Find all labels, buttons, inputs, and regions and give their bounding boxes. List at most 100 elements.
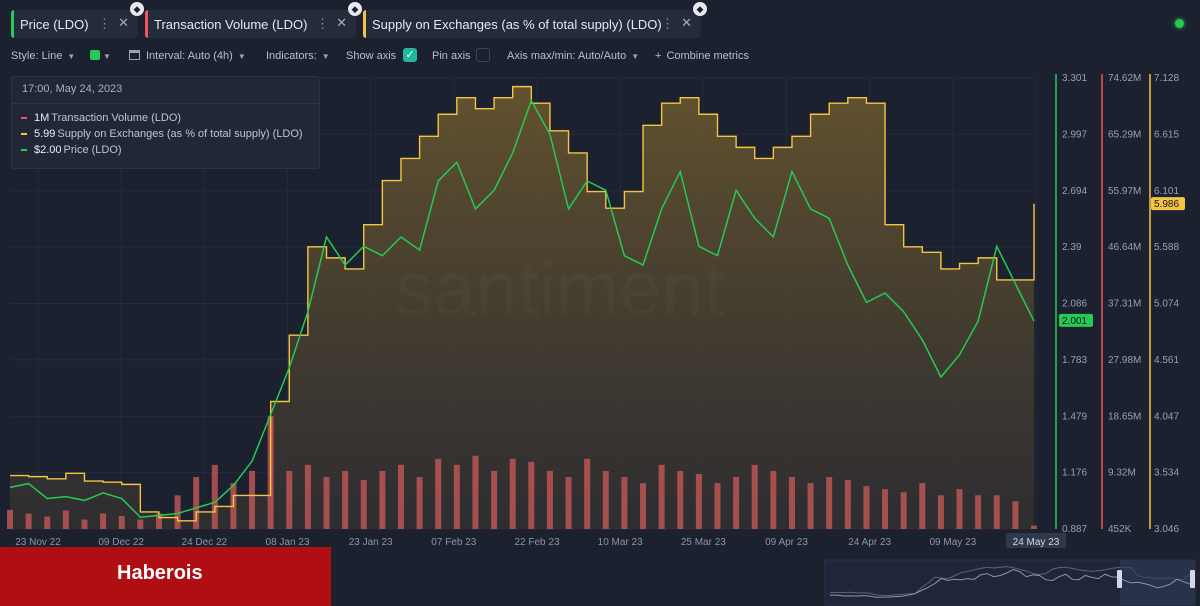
price-tick-label: 1.176 [1062,468,1087,479]
volume-bar [453,464,460,529]
volume-tick-label: 74.62M [1108,73,1141,84]
more-options-icon[interactable]: ⋮ [661,16,674,31]
tab-color-bar [145,10,148,38]
volume-bar [528,461,535,529]
volume-bar [118,515,125,529]
volume-bar [695,473,702,529]
divider [12,103,319,104]
volume-bar [62,510,69,529]
supply-current-value: 5.986 [1154,199,1179,210]
tab-transaction-volume[interactable]: Transaction Volume (LDO) ⋮ ✕ ◆ [145,2,362,38]
x-tick-label: 09 May 23 [929,537,976,548]
supply-area [10,86,1034,530]
x-tick-label: 22 Feb 23 [514,537,559,548]
volume-bar [565,477,572,529]
close-icon[interactable]: ✕ [336,15,347,30]
volume-bar [416,477,423,529]
supply-tick-label: 3.046 [1154,524,1179,535]
x-tick-label: 24 May 23 [1013,537,1060,548]
price-tick-label: 2.694 [1062,186,1087,197]
volume-bar [7,509,13,529]
volume-bar [993,495,1000,529]
price-current-badge [1059,313,1093,327]
volume-bar [546,470,553,529]
volume-bar [733,477,740,529]
chevron-down-icon[interactable]: ▼ [103,52,111,61]
volume-tick-label: 9.32M [1108,468,1136,479]
volume-tick-label: 452K [1108,524,1132,535]
volume-bar [193,477,200,529]
tooltip-row-supply: 5.99 Supply on Exchanges (as % of total s… [21,128,303,140]
tooltip-value: 5.99 [34,128,56,140]
tooltip-label: Price (LDO) [63,144,122,156]
volume-bar [900,492,907,529]
volume-bar [956,489,963,529]
interval-select[interactable]: Interval: Auto (4h) ▼ [129,50,246,62]
tooltip-label: Transaction Volume (LDO) [51,112,182,124]
volume-bar [882,489,889,529]
supply-tick-label: 5.074 [1154,299,1179,310]
volume-tick-label: 65.29M [1108,129,1141,140]
volume-bar [286,470,293,529]
tab-supply-on-exchanges[interactable]: Supply on Exchanges (as % of total suppl… [363,2,707,38]
volume-tick-label: 55.97M [1108,186,1141,197]
volume-tick-label: 27.98M [1108,355,1141,366]
volume-bar [677,470,684,529]
interval-label: Interval: Auto (4h) [146,50,233,62]
indicators-select[interactable]: Indicators: ▼ [266,50,330,62]
x-tick-label: 08 Jan 23 [266,537,310,548]
supply-current-badge [1151,197,1185,211]
calendar-icon [129,50,140,60]
volume-bar [81,519,88,529]
tab-price[interactable]: Price (LDO) ⋮ ✕ ◆ [11,2,144,38]
live-status-indicator [1175,19,1184,28]
tab-label: Price (LDO) [20,16,89,32]
volume-bar [25,513,32,529]
x-tick-label: 24 Apr 23 [848,537,891,548]
x-tick-label: 07 Feb 23 [431,537,476,548]
volume-bar [323,477,330,529]
x-tick-label: 09 Dec 22 [98,537,144,548]
combine-metrics-label: Combine metrics [666,50,749,62]
show-axis-checkbox[interactable]: ✓ [403,48,417,62]
indicators-label: Indicators: [266,50,317,62]
tab-color-bar [11,10,14,38]
x-tick-label: 24 Dec 22 [182,537,228,548]
more-options-icon[interactable]: ⋮ [316,16,329,31]
pin-axis-label: Pin axis [432,50,471,62]
volume-bar [658,464,665,529]
navigator-handle-left [1117,570,1122,588]
x-tick-label: 25 Mar 23 [681,537,726,548]
close-icon[interactable]: ✕ [118,15,129,30]
supply-tick-label: 5.588 [1154,242,1179,253]
brand-banner: Haberois [0,547,331,606]
plus-icon: + [655,50,662,62]
pin-axis-checkbox[interactable] [476,48,490,62]
supply-tick-label: 6.101 [1154,186,1179,197]
volume-bar [714,483,721,529]
volume-bar [807,483,814,529]
tab-label: Transaction Volume (LDO) [154,16,308,32]
legend-marker [21,149,27,152]
tooltip-panel: 17:00, May 24, 2023 1M Transaction Volume… [11,76,320,169]
combine-metrics-button[interactable]: + Combine metrics [655,50,749,62]
volume-bar [1031,525,1037,529]
volume-tick-label: 46.64M [1108,242,1141,253]
supply-tick-label: 3.534 [1154,468,1179,479]
tooltip-label: Supply on Exchanges (as % of total suppl… [57,128,303,140]
more-options-icon[interactable]: ⋮ [98,16,111,31]
legend-marker [21,133,27,136]
style-select[interactable]: Style: Line ▼ [11,50,75,62]
volume-bar [1012,501,1019,529]
volume-bar [863,486,870,529]
axis-maxmin-select[interactable]: Axis max/min: Auto/Auto ▼ [507,50,639,62]
volume-bar [640,483,647,529]
x-tick-highlight [1006,533,1066,548]
supply-tick-label: 7.128 [1154,73,1179,84]
close-icon[interactable]: ✕ [681,15,692,30]
volume-bar [826,477,833,529]
color-picker-swatch[interactable] [90,50,100,60]
tooltip-row-volume: 1M Transaction Volume (LDO) [21,112,181,124]
volume-bar [584,458,591,529]
